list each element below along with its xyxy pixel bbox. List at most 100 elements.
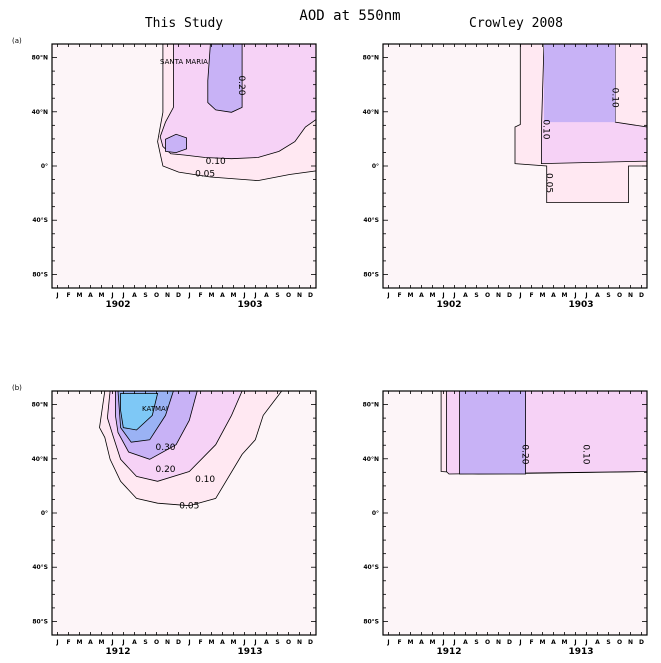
- month-tick-label: J: [452, 639, 455, 646]
- contour-label: 0.05: [543, 173, 553, 193]
- contour-label: 0.20: [236, 75, 246, 95]
- month-tick-label: M: [540, 292, 546, 299]
- panel-b-this-study: 80°N40°N0°40°S80°SJ F M A M J J A S O N D J F M A M J J A S O…: [12, 384, 317, 657]
- month-tick-label: M: [209, 292, 215, 299]
- contour-label: 0.10: [609, 88, 619, 108]
- lat-tick-label: 40°N: [363, 456, 379, 463]
- month-tick-label: N: [297, 292, 302, 299]
- month-tick-label: S: [606, 639, 610, 646]
- contour-label: 0.20: [520, 444, 530, 464]
- contour-label: 0.05: [179, 502, 199, 512]
- month-tick-label: A: [595, 639, 600, 646]
- year-label: 1902: [105, 300, 130, 310]
- month-tick-label: D: [176, 639, 181, 646]
- month-tick-label: D: [507, 292, 512, 299]
- lat-tick-label: 80°N: [363, 402, 379, 409]
- month-tick-label: J: [584, 639, 587, 646]
- month-tick-label: A: [88, 639, 93, 646]
- month-tick-label: J: [110, 292, 113, 299]
- left-column-title: This Study: [145, 16, 223, 31]
- lat-tick-label: 40°S: [363, 564, 379, 571]
- lat-tick-label: 80°N: [363, 55, 379, 62]
- month-tick-label: M: [408, 292, 414, 299]
- month-tick-label: N: [165, 639, 170, 646]
- month-tick-label: J: [253, 639, 256, 646]
- month-tick-label: S: [606, 292, 610, 299]
- month-tick-label: S: [275, 639, 279, 646]
- main-title: AOD at 550nm: [299, 8, 400, 24]
- month-tick-label: N: [165, 292, 170, 299]
- panel-label: (b): [12, 384, 22, 392]
- month-tick-label: M: [430, 292, 436, 299]
- lat-tick-label: 0°: [41, 510, 48, 517]
- lat-tick-label: 0°: [372, 510, 379, 517]
- lat-tick-label: 80°S: [363, 618, 379, 625]
- month-tick-label: M: [430, 639, 436, 646]
- month-tick-label: F: [529, 292, 533, 299]
- contour-label: 0.10: [195, 475, 215, 485]
- volcano-label: SANTA MARIA: [160, 58, 208, 66]
- month-tick-label: M: [562, 292, 568, 299]
- month-tick-label: A: [419, 292, 424, 299]
- contour-label: 0.30: [155, 443, 175, 453]
- month-tick-label: S: [275, 292, 279, 299]
- lat-tick-label: 40°N: [363, 109, 379, 116]
- panel-a-this-study: 80°N40°N0°40°S80°SJ F M A M J J A S O N D J F M A M J J A S O…: [12, 37, 317, 310]
- month-tick-label: A: [220, 639, 225, 646]
- month-tick-label: A: [551, 292, 556, 299]
- month-tick-label: S: [474, 292, 478, 299]
- month-tick-label: J: [452, 292, 455, 299]
- contour-label: 0.10: [580, 444, 590, 464]
- month-tick-label: O: [485, 292, 490, 299]
- month-tick-label: M: [209, 639, 215, 646]
- month-tick-label: F: [66, 639, 70, 646]
- lat-tick-label: 40°S: [363, 217, 379, 224]
- month-tick-label: M: [99, 639, 105, 646]
- panel-a-crowley: 80°N40°N0°40°S80°SJ F M A M J J A S O N D J F M A M J J A S O…: [363, 43, 648, 310]
- month-tick-label: D: [639, 292, 644, 299]
- month-tick-label: D: [507, 639, 512, 646]
- lat-tick-label: 80°N: [32, 55, 48, 62]
- month-tick-label: F: [529, 639, 533, 646]
- year-label: 1903: [237, 300, 262, 310]
- month-tick-label: S: [474, 639, 478, 646]
- month-tick-label: M: [540, 639, 546, 646]
- month-tick-label: A: [264, 292, 269, 299]
- contour-region-0-20: [544, 44, 616, 123]
- month-tick-label: O: [286, 292, 291, 299]
- month-tick-label: N: [297, 639, 302, 646]
- month-tick-label: F: [198, 292, 202, 299]
- month-tick-label: J: [441, 639, 444, 646]
- month-tick-label: O: [154, 639, 159, 646]
- month-tick-label: J: [55, 292, 58, 299]
- month-tick-label: F: [397, 292, 401, 299]
- month-tick-label: O: [617, 639, 622, 646]
- contour-label: 0.05: [195, 169, 215, 179]
- month-tick-label: J: [121, 292, 124, 299]
- year-label: 1912: [105, 647, 130, 657]
- year-label: 1913: [568, 647, 593, 657]
- contour-region-0-20: [207, 43, 243, 113]
- month-tick-label: N: [496, 292, 501, 299]
- month-tick-label: M: [562, 639, 568, 646]
- month-tick-label: J: [187, 639, 190, 646]
- month-tick-label: J: [121, 639, 124, 646]
- month-tick-label: A: [264, 639, 269, 646]
- year-label: 1912: [436, 647, 461, 657]
- month-tick-label: J: [242, 639, 245, 646]
- month-tick-label: M: [99, 292, 105, 299]
- year-label: 1902: [436, 300, 461, 310]
- month-tick-label: M: [231, 292, 237, 299]
- lat-tick-label: 80°S: [32, 271, 48, 278]
- month-tick-label: M: [408, 639, 414, 646]
- month-tick-label: O: [154, 292, 159, 299]
- month-tick-label: A: [419, 639, 424, 646]
- month-tick-label: F: [397, 639, 401, 646]
- lat-tick-label: 40°N: [32, 456, 48, 463]
- year-label: 1913: [237, 647, 262, 657]
- month-tick-label: D: [176, 292, 181, 299]
- lat-tick-label: 80°S: [32, 618, 48, 625]
- month-tick-label: J: [584, 292, 587, 299]
- month-tick-label: N: [628, 292, 633, 299]
